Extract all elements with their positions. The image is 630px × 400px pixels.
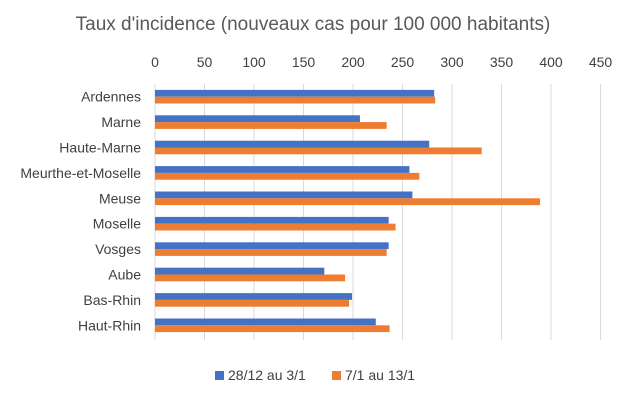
legend-label: 7/1 au 13/1 <box>345 367 415 383</box>
category-label: Meuse <box>99 190 141 206</box>
x-tick-label: 100 <box>242 54 266 70</box>
x-tick-label: 250 <box>391 54 415 70</box>
legend-swatch <box>215 371 224 380</box>
bar <box>155 249 387 256</box>
category-labels: Ardennes Marne Haute-Marne Meurthe-et-Mosel… <box>20 89 141 334</box>
bar <box>155 318 376 326</box>
bar <box>155 115 360 123</box>
x-tick-label: 150 <box>292 54 316 70</box>
x-tick-label: 200 <box>341 54 365 70</box>
legend-swatch <box>332 371 341 380</box>
x-tick-label: 350 <box>490 54 514 70</box>
x-tick-label: 0 <box>151 54 159 70</box>
bar <box>155 140 430 148</box>
bar <box>155 96 436 104</box>
bar <box>155 267 325 275</box>
category-label: Marne <box>101 114 141 130</box>
legend-label: 28/12 au 3/1 <box>228 367 306 383</box>
bar <box>155 89 435 97</box>
bar <box>155 122 387 129</box>
x-tick-label: 450 <box>589 54 613 70</box>
bar <box>155 166 410 173</box>
category-label: Bas-Rhin <box>83 292 141 308</box>
bar <box>155 147 482 155</box>
category-label: Haut-Rhin <box>78 317 141 333</box>
category-label: Moselle <box>93 216 141 232</box>
bar <box>155 242 389 250</box>
category-label: Ardennes <box>81 89 141 105</box>
bar <box>155 223 396 231</box>
x-axis-tick-labels: 0 50 100 150 200 250 300 350 400 450 <box>151 54 612 70</box>
bar <box>155 172 420 180</box>
legend: 28/12 au 3/1 7/1 au 13/1 <box>215 367 415 383</box>
bar <box>155 299 350 307</box>
category-label: Haute-Marne <box>59 140 141 156</box>
bar <box>155 216 389 224</box>
category-label: Meurthe-et-Moselle <box>20 165 141 181</box>
bar <box>155 198 541 206</box>
bar <box>155 293 353 300</box>
chart-title: Taux d'incidence (nouveaux cas pour 100 … <box>76 14 551 35</box>
bar <box>155 191 413 199</box>
bars <box>155 89 541 333</box>
category-label: Aube <box>108 267 141 283</box>
bar <box>155 274 346 282</box>
bar <box>155 325 390 333</box>
x-tick-label: 400 <box>539 54 563 70</box>
x-tick-label: 50 <box>197 54 213 70</box>
x-tick-label: 300 <box>440 54 464 70</box>
category-label: Vosges <box>95 241 141 257</box>
